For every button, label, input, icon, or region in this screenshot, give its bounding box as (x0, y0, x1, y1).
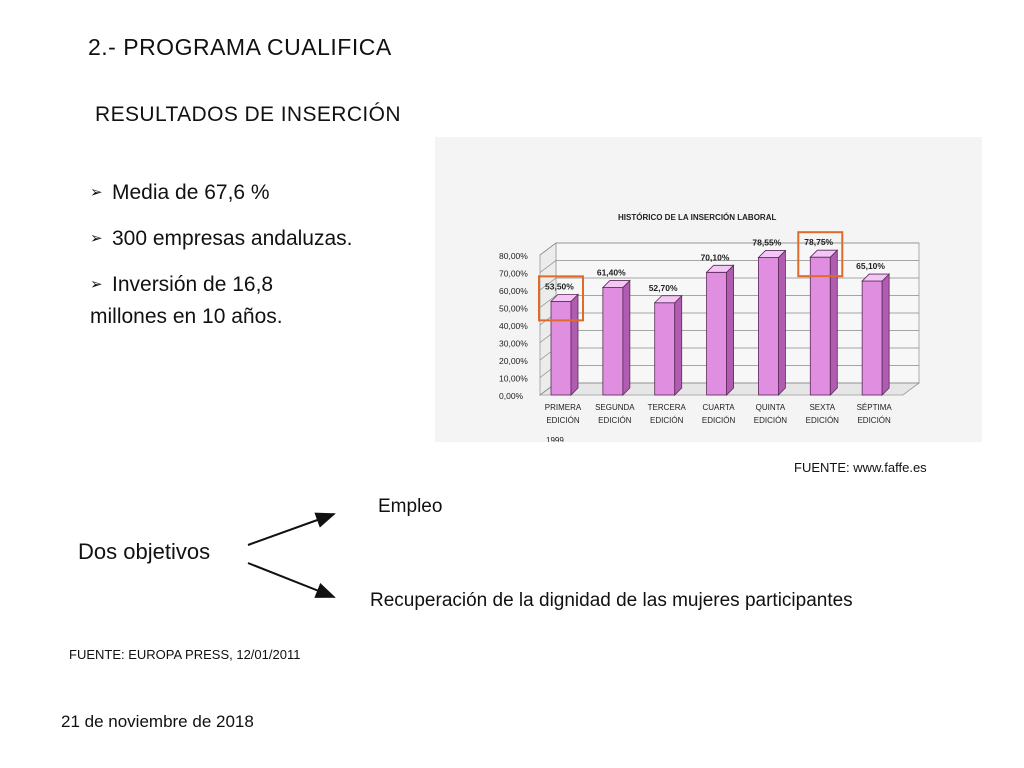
x-tick-label: EDICIÓN (857, 416, 891, 425)
bar-value-label: 53,50% (545, 281, 574, 291)
year-note: 1999 (546, 436, 564, 442)
x-tick-label: EDICIÓN (598, 416, 632, 425)
bar-top (550, 293, 579, 302)
bar-value-label: 52,70% (649, 283, 678, 293)
y-tick-label: 40,00% (499, 321, 528, 331)
bullet-text: 300 empresas andaluzas. (112, 227, 353, 250)
objective-empleo: Empleo (378, 496, 443, 517)
objective-recuperacion: Recuperación de la dignidad de las mujer… (370, 590, 853, 611)
bullet-inversion-continuation: millones en 10 años. (90, 305, 283, 328)
y-tick-label: 10,00% (499, 374, 528, 384)
bullet-text: Media de 67,6 % (112, 181, 270, 204)
x-tick-label: PRIMERA (545, 403, 582, 412)
bullet-text: Inversión de 16,8 (112, 273, 274, 296)
bar-top (653, 295, 683, 304)
objectives-label: Dos objetivos (78, 539, 211, 564)
bar-value-label: 70,10% (701, 252, 730, 262)
bar-top (757, 250, 787, 258)
x-tick-label: CUARTA (702, 403, 735, 412)
y-tick-label: 50,00% (499, 304, 528, 314)
press-source: FUENTE: EUROPA PRESS, 12/01/2011 (69, 647, 301, 662)
x-tick-label: QUINTA (756, 403, 786, 412)
x-tick-label: EDICIÓN (702, 416, 736, 425)
slide-date: 21 de noviembre de 2018 (61, 712, 254, 731)
chart-svg: 0,00% 10,00% 20,00% 30,00% 40,00% 50,00% 60,00… (499, 213, 921, 442)
y-tick-label: 60,00% (499, 286, 528, 296)
x-tick-label: SEXTA (809, 403, 835, 412)
bar-top (705, 264, 735, 273)
chart-title: HISTÓRICO DE LA INSERCIÓN LABORAL (618, 213, 776, 222)
bullet-inversion: ➢ Inversión de 16,8 (90, 273, 273, 297)
y-tick-label: 30,00% (499, 339, 528, 349)
x-tick-label: SÉPTIMA (857, 403, 893, 412)
x-tick-label: EDICIÓN (546, 416, 580, 425)
bar-top (809, 249, 839, 258)
slide-title: 2.- PROGRAMA CUALIFICA (88, 34, 392, 60)
highlight-box (797, 231, 844, 278)
x-tick-label: EDICIÓN (650, 416, 684, 425)
arrow-to-recuperacion (247, 562, 336, 598)
gridline (539, 295, 919, 308)
x-tick-label: TERCERA (648, 403, 687, 412)
bullet-empresas: ➢ 300 empresas andaluzas. (90, 227, 353, 251)
bar-top (601, 280, 631, 288)
x-tick-label: SEGUNDA (595, 403, 635, 412)
arrow-bullet-icon: ➢ (90, 276, 103, 293)
x-tick-label: EDICIÓN (806, 416, 840, 425)
y-tick-label: 0,00% (499, 391, 524, 401)
bullet-media: ➢ Media de 67,6 % (90, 181, 270, 205)
y-tick-label: 70,00% (499, 269, 528, 279)
slide-subtitle: RESULTADOS DE INSERCIÓN (95, 103, 401, 126)
bar-value-label: 61,40% (597, 268, 626, 278)
y-tick-label: 80,00% (499, 251, 528, 261)
bar-value-label: 78,55% (752, 238, 781, 248)
arrow-bullet-icon: ➢ (90, 230, 103, 247)
bar-value-label: 78,75% (804, 237, 833, 247)
bar-value-label: 65,10% (856, 261, 885, 271)
bar-top (861, 273, 891, 282)
gridline (539, 277, 919, 291)
highlight-box (538, 275, 584, 322)
chart-source: FUENTE: www.faffe.es (794, 460, 927, 475)
arrow-to-empleo (247, 512, 336, 546)
x-tick-label: EDICIÓN (754, 416, 788, 425)
insercion-chart: 0,00% 10,00% 20,00% 30,00% 40,00% 50,00% 60,00… (435, 137, 982, 442)
arrow-bullet-icon: ➢ (90, 184, 103, 201)
y-tick-label: 20,00% (499, 356, 528, 366)
